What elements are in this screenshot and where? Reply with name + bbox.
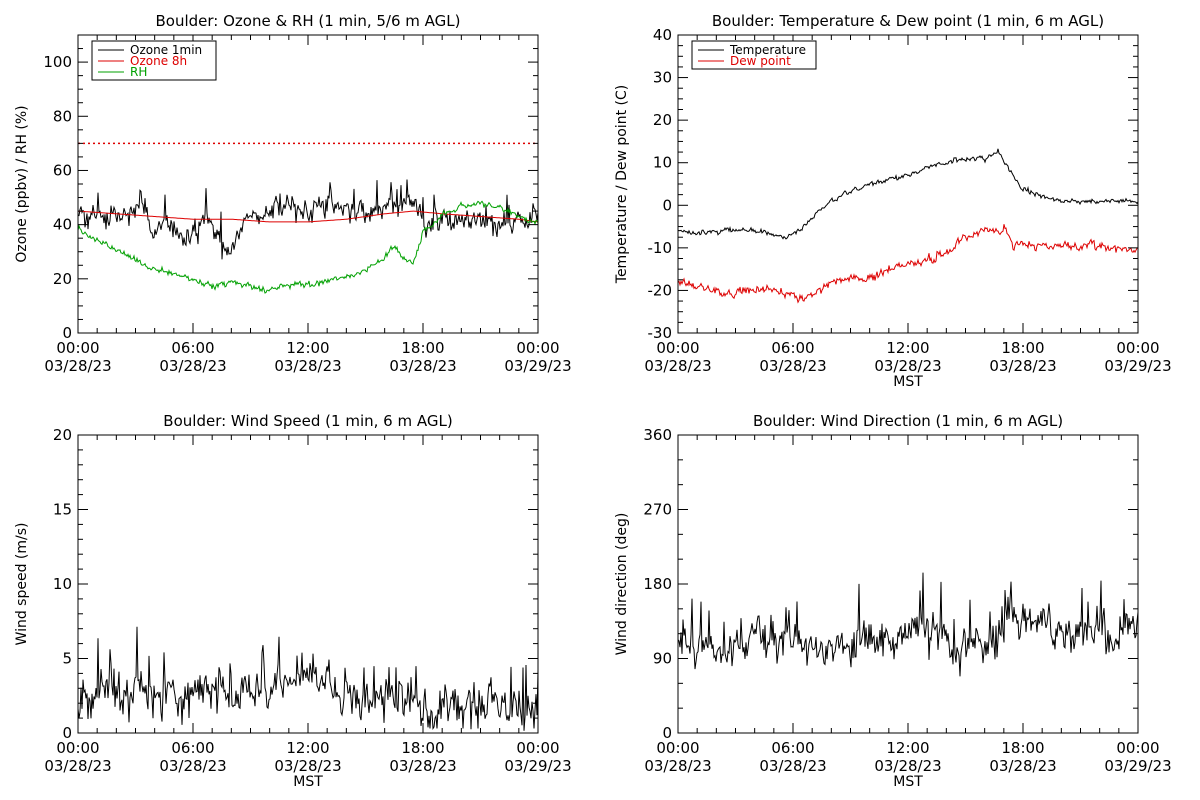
x-tick-label-time: 00:00: [656, 739, 699, 757]
series-line-0: [678, 572, 1138, 677]
x-tick-label-time: 12:00: [286, 339, 329, 357]
chart-title: Boulder: Wind Speed (1 min, 6 m AGL): [163, 412, 452, 430]
x-tick-label-time: 00:00: [56, 739, 99, 757]
x-tick-label-date: 03/29/23: [504, 757, 571, 775]
x-tick-label-date: 03/28/23: [159, 757, 226, 775]
x-tick-label-time: 00:00: [56, 339, 99, 357]
y-tick-label: 80: [53, 107, 72, 125]
x-tick-label-time: 00:00: [656, 339, 699, 357]
x-tick-label-date: 03/28/23: [44, 757, 111, 775]
y-tick-label: 15: [53, 501, 72, 519]
chart-ozone-rh: Boulder: Ozone & RH (1 min, 5/6 m AGL) 0 2…: [14, 12, 572, 375]
x-tick-label-date: 03/29/23: [504, 357, 571, 375]
legend-entry: RH: [130, 65, 147, 79]
y-tick-label: 5: [62, 650, 72, 668]
series-line-1: [78, 210, 538, 223]
x-tick-label-time: 00:00: [1116, 339, 1159, 357]
x-tick-label-date: 03/28/23: [644, 757, 711, 775]
y-tick-label: 0: [62, 724, 72, 742]
x-tick-label-time: 00:00: [1116, 739, 1159, 757]
legend-entry: Dew point: [730, 54, 791, 68]
plot-area: [678, 572, 1138, 677]
x-tick-label-time: 06:00: [171, 739, 214, 757]
x-tick-label-time: 06:00: [171, 339, 214, 357]
x-axis-label: MST: [893, 774, 923, 790]
x-tick-label-date: 03/28/23: [989, 357, 1056, 375]
series-line-0: [78, 179, 538, 260]
y-tick-label: 180: [643, 575, 672, 593]
y-axis-label: Wind direction (deg): [614, 513, 630, 656]
y-tick-label: 10: [53, 575, 72, 593]
series-line-0: [678, 148, 1138, 240]
x-tick-label-date: 03/28/23: [159, 357, 226, 375]
y-tick-label: 30: [653, 69, 672, 87]
x-tick-label-date: 03/28/23: [274, 757, 341, 775]
y-tick-label: 40: [53, 216, 72, 234]
x-tick-label-date: 03/28/23: [874, 357, 941, 375]
y-tick-label: 360: [643, 426, 672, 444]
legend-entry: Ozone 1min: [130, 43, 202, 57]
y-tick-label: 40: [653, 26, 672, 44]
x-tick-label-time: 12:00: [886, 339, 929, 357]
plot-area: [78, 142, 538, 294]
x-tick-label-date: 03/29/23: [1104, 757, 1171, 775]
y-axis-label: Ozone (ppbv) / RH (%): [14, 105, 30, 262]
y-tick-label: 10: [653, 154, 672, 172]
y-tick-label: -30: [648, 324, 673, 342]
plot-frame: [77, 434, 539, 734]
y-axis-label: Temperature / Dew point (C): [614, 85, 630, 284]
x-tick-label-date: 03/28/23: [759, 757, 826, 775]
x-axis-label: MST: [893, 374, 923, 390]
x-tick-label-time: 18:00: [1001, 739, 1044, 757]
x-tick-label-time: 12:00: [286, 739, 329, 757]
plot-area: [78, 626, 538, 731]
chart-title: Boulder: Ozone & RH (1 min, 5/6 m AGL): [155, 12, 460, 30]
y-tick-label: 0: [662, 196, 672, 214]
y-tick-label: 270: [643, 501, 672, 519]
x-tick-label-date: 03/28/23: [644, 357, 711, 375]
y-tick-label: 100: [43, 53, 72, 71]
x-tick-label-time: 00:00: [516, 339, 559, 357]
chart-title: Boulder: Wind Direction (1 min, 6 m AGL): [753, 412, 1063, 430]
y-tick-label: 0: [62, 324, 72, 342]
y-axis-label: Wind speed (m/s): [14, 523, 30, 646]
legend-entry: Temperature: [729, 43, 806, 57]
series-line-2: [78, 200, 538, 294]
chart-title: Boulder: Temperature & Dew point (1 min,…: [712, 12, 1104, 30]
y-tick-label: 20: [53, 426, 72, 444]
y-tick-label: -20: [648, 281, 673, 299]
y-tick-label: 20: [53, 270, 72, 288]
series-line-0: [78, 626, 538, 731]
x-tick-label-date: 03/28/23: [44, 357, 111, 375]
x-tick-label-date: 03/29/23: [1104, 357, 1171, 375]
x-tick-label-date: 03/28/23: [389, 757, 456, 775]
series-line-1: [678, 224, 1138, 304]
x-tick-label-date: 03/28/23: [389, 357, 456, 375]
x-tick-label-date: 03/28/23: [989, 757, 1056, 775]
x-tick-label-time: 18:00: [1001, 339, 1044, 357]
y-tick-label: 0: [662, 724, 672, 742]
plot-frame: [677, 434, 1139, 734]
y-tick-label: 20: [653, 111, 672, 129]
chart-temp-dew: Boulder: Temperature & Dew point (1 min,…: [614, 12, 1172, 390]
x-tick-label-time: 18:00: [401, 739, 444, 757]
chart-wind-direction: Boulder: Wind Direction (1 min, 6 m AGL)…: [614, 412, 1172, 790]
x-tick-label-time: 18:00: [401, 339, 444, 357]
x-axis-label: MST: [293, 774, 323, 790]
legend-entry: Ozone 8h: [130, 54, 187, 68]
x-tick-label-date: 03/28/23: [759, 357, 826, 375]
x-tick-label-time: 12:00: [886, 739, 929, 757]
y-tick-label: -10: [648, 239, 673, 257]
y-tick-label: 90: [653, 650, 672, 668]
y-tick-label: 60: [53, 161, 72, 179]
x-tick-label-time: 00:00: [516, 739, 559, 757]
plot-area: [678, 148, 1138, 304]
x-tick-label-time: 06:00: [771, 339, 814, 357]
chart-wind-speed: Boulder: Wind Speed (1 min, 6 m AGL) 0 5 10…: [14, 412, 572, 790]
legend-box: [691, 40, 817, 70]
x-tick-label-date: 03/28/23: [874, 757, 941, 775]
x-tick-label-date: 03/28/23: [274, 357, 341, 375]
x-tick-label-time: 06:00: [771, 739, 814, 757]
